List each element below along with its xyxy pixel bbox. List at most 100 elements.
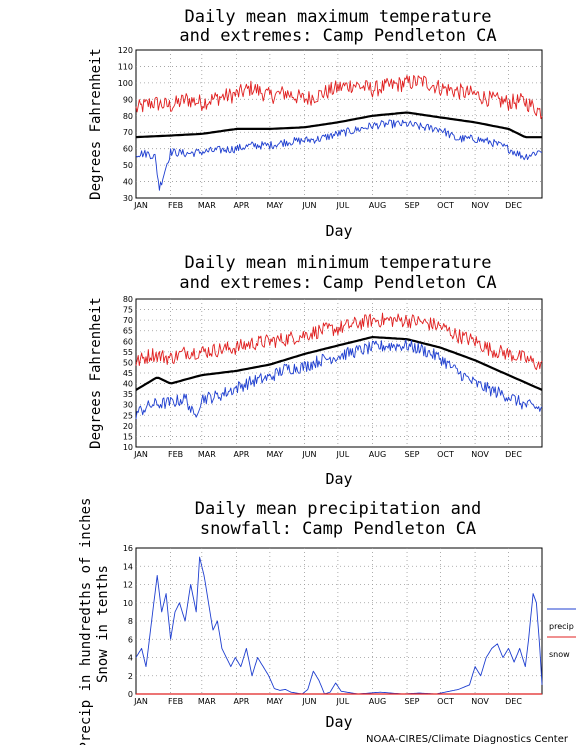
x-tick-label-aug: AUG	[369, 201, 387, 210]
x-tick-label-aug: AUG	[369, 697, 387, 706]
chart1-plot-frame	[135, 49, 543, 199]
y-tick-label: 120	[118, 46, 133, 55]
chart1-title-line1: Daily mean maximum temperature	[184, 7, 491, 27]
chart2-x-ticks: JAN FEB MAR APR MAY JUN JUL AUG SEP OCT NOV DEC	[133, 450, 522, 459]
y-tick-label: 60	[123, 337, 133, 346]
x-tick-label-nov: NOV	[471, 201, 489, 210]
y-tick-label: 70	[123, 316, 133, 325]
x-tick-label-dec: DEC	[505, 450, 522, 459]
chart2-series	[135, 312, 543, 419]
chart1-series	[135, 75, 543, 191]
x-tick-label-nov: NOV	[471, 697, 489, 706]
chart-precipitation: Daily mean precipitation and snowfall: C…	[78, 498, 576, 745]
series-line-mean	[135, 111, 542, 139]
y-tick-label: 45	[123, 369, 133, 378]
chart1-grid	[136, 50, 542, 198]
y-tick-label: 100	[118, 79, 133, 88]
y-tick-label: 8	[128, 617, 133, 626]
chart-min-temperature: Daily mean minimum temperature and extre…	[88, 253, 543, 488]
y-tick-label: 80	[123, 295, 133, 304]
legend-precip-label: precip	[549, 622, 574, 631]
x-tick-label-apr: APR	[233, 201, 249, 210]
y-tick-label: 15	[123, 432, 133, 441]
chart3-legend: precip snow	[547, 608, 576, 659]
y-tick-label: 40	[123, 178, 133, 187]
y-tick-label: 65	[123, 327, 133, 336]
legend-snow-label: snow	[549, 650, 570, 659]
y-tick-label: 6	[128, 635, 133, 644]
x-tick-label-oct: OCT	[437, 450, 454, 459]
y-tick-label: 50	[123, 161, 133, 170]
y-tick-label: 60	[123, 145, 133, 154]
y-tick-label: 10	[123, 443, 133, 452]
chart2-x-axis-label: Day	[325, 470, 352, 488]
series-line-mean	[135, 336, 543, 391]
credit-text: NOAA-CIRES/Climate Diagnostics Center	[366, 734, 569, 745]
y-tick-label: 55	[123, 348, 133, 357]
x-tick-label-may: MAY	[267, 697, 284, 706]
y-tick-label: 10	[123, 599, 133, 608]
x-tick-label-may: MAY	[267, 201, 284, 210]
x-tick-label-jun: JUN	[301, 450, 316, 459]
x-tick-label-apr: APR	[233, 450, 249, 459]
x-tick-label-dec: DEC	[505, 201, 522, 210]
chart-max-temperature: Daily mean maximum temperature and extre…	[88, 7, 543, 240]
x-tick-label-feb: FEB	[168, 450, 183, 459]
series-line-extreme-max	[135, 312, 543, 371]
x-tick-label-feb: FEB	[168, 697, 183, 706]
chart3-grid	[136, 548, 542, 694]
y-tick-label: 90	[123, 95, 133, 104]
chart3-x-ticks: JAN FEB MAR APR MAY JUN JUL AUG SEP OCT NOV DEC	[133, 697, 522, 706]
y-tick-label: 30	[123, 401, 133, 410]
y-tick-label: 50	[123, 358, 133, 367]
x-tick-label-aug: AUG	[369, 450, 387, 459]
x-tick-label-nov: NOV	[471, 450, 489, 459]
y-tick-label: 30	[123, 194, 133, 203]
y-tick-label: 4	[128, 654, 133, 663]
y-tick-label: 0	[128, 690, 133, 699]
chart2-title-line1: Daily mean minimum temperature	[184, 253, 491, 273]
y-tick-label: 110	[118, 62, 133, 71]
y-tick-label: 40	[123, 380, 133, 389]
chart1-y-ticks: 30 40 50 60 70 80 90 100 110 120	[118, 46, 133, 203]
chart1-y-axis-label: Degrees Fahrenheit	[88, 48, 104, 200]
x-tick-label-feb: FEB	[168, 201, 183, 210]
chart2-title-line2: and extremes: Camp Pendleton CA	[179, 273, 496, 293]
chart3-title-line2: snowfall: Camp Pendleton CA	[200, 519, 476, 539]
series-line-extreme-min	[135, 339, 543, 419]
x-tick-label-jun: JUN	[301, 697, 316, 706]
x-tick-label-jan: JAN	[133, 697, 148, 706]
chart3-y-ticks: 0 2 4 6 8 10 12 14 16	[123, 544, 133, 699]
chart2-y-axis-label: Degrees Fahrenheit	[88, 297, 104, 449]
x-tick-label-sep: SEP	[405, 450, 420, 459]
chart1-x-ticks: JAN FEB MAR APR MAY JUN JUL AUG SEP OCT NOV DEC	[133, 201, 522, 210]
chart3-title-line1: Daily mean precipitation and	[195, 499, 482, 519]
y-tick-label: 75	[123, 306, 133, 315]
y-tick-label: 14	[123, 562, 133, 571]
series-line-extreme-max	[135, 75, 543, 120]
y-tick-label: 20	[123, 422, 133, 431]
chart2-grid	[136, 299, 542, 447]
x-tick-label-jun: JUN	[301, 201, 316, 210]
y-tick-label: 80	[123, 112, 133, 121]
series-line-precip	[135, 556, 543, 695]
x-tick-label-apr: APR	[233, 697, 249, 706]
y-tick-label: 70	[123, 128, 133, 137]
x-tick-label-mar: MAR	[198, 201, 216, 210]
x-tick-label-dec: DEC	[505, 697, 522, 706]
x-tick-label-oct: OCT	[437, 201, 454, 210]
chart3-y-axis-label-line2: Snow in tenths	[95, 565, 111, 683]
x-tick-label-sep: SEP	[405, 697, 420, 706]
chart1-title-line2: and extremes: Camp Pendleton CA	[179, 26, 496, 46]
chart3-x-axis-label: Day	[325, 713, 352, 731]
x-tick-label-jul: JUL	[336, 450, 350, 459]
x-tick-label-jan: JAN	[133, 450, 148, 459]
y-tick-label: 25	[123, 411, 133, 420]
x-tick-label-sep: SEP	[405, 201, 420, 210]
x-tick-label-may: MAY	[267, 450, 284, 459]
y-tick-label: 2	[128, 672, 133, 681]
y-tick-label: 35	[123, 390, 133, 399]
chart3-y-axis-label-line1: Precip in hundredths of inches	[78, 498, 94, 745]
series-line-extreme-min	[135, 119, 542, 191]
